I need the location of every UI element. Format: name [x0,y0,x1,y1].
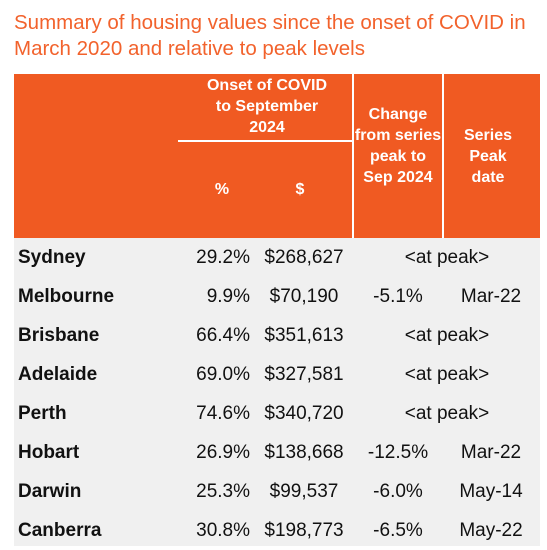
change-column-header: Change from series peak to Sep 2024 [354,106,442,186]
series-peak-date: May-22 [459,520,523,541]
series-peak-date: May-14 [459,481,523,502]
peak-date-column-header: Series Peak date [463,127,513,186]
city-name: Darwin [18,481,82,502]
dollar-column-header: $ [295,181,305,198]
pct-change: 66.4% [196,325,250,346]
city-name: Hobart [18,442,80,463]
table-row: Hobart 26.9% $138,668 -12.5% Mar-22 [14,433,540,472]
dollar-change: $198,773 [264,520,344,541]
change-from-peak: -12.5% [367,442,429,463]
city-name: Canberra [18,520,102,541]
dollar-change: $268,627 [264,247,344,268]
at-peak-label: <at peak> [404,325,490,346]
header-divider-v2 [442,74,444,238]
pct-change: 29.2% [196,247,250,268]
header-divider-v1 [352,74,354,238]
series-peak-date: Mar-22 [460,286,522,307]
at-peak-label: <at peak> [404,403,490,424]
pct-change: 9.9% [206,286,250,307]
at-peak-label: <at peak> [404,247,490,268]
change-from-peak: -5.1% [373,286,423,307]
table-row: Melbourne 9.9% $70,190 -5.1% Mar-22 [14,277,540,316]
dollar-change: $327,581 [264,364,344,385]
housing-values-table: Onset of COVID to September 2024 % $ Cha… [14,74,540,546]
pct-change: 30.8% [196,520,250,541]
onset-group-header: Onset of COVID to September 2024 [206,77,327,136]
pct-change: 69.0% [196,364,250,385]
city-name: Melbourne [18,286,115,307]
pct-change: 74.6% [196,403,250,424]
table-header: Onset of COVID to September 2024 % $ Cha… [14,74,540,238]
at-peak-label: <at peak> [404,364,490,385]
page-title: Summary of housing values since the onse… [14,11,526,60]
table-row: Brisbane 66.4% $351,613 <at peak> [14,316,540,355]
header-divider-h [178,140,354,142]
dollar-change: $138,668 [264,442,344,463]
pct-change: 26.9% [196,442,250,463]
dollar-change: $340,720 [264,403,344,424]
table-row: Perth 74.6% $340,720 <at peak> [14,394,540,433]
dollar-change: $99,537 [269,481,339,502]
dollar-change: $351,613 [264,325,344,346]
table-row: Darwin 25.3% $99,537 -6.0% May-14 [14,472,540,511]
table-row: Adelaide 69.0% $327,581 <at peak> [14,355,540,394]
change-from-peak: -6.0% [373,481,423,502]
city-name: Sydney [18,247,86,268]
dollar-change: $70,190 [269,286,339,307]
series-peak-date: Mar-22 [460,442,522,463]
city-name: Adelaide [18,364,98,385]
city-name: Perth [18,403,67,424]
city-name: Brisbane [18,325,100,346]
change-from-peak: -6.5% [373,520,423,541]
table-row: Canberra 30.8% $198,773 -6.5% May-22 [14,511,540,550]
table-row: Sydney 29.2% $268,627 <at peak> [14,238,540,277]
pct-column-header: % [214,181,230,198]
pct-change: 25.3% [196,481,250,502]
